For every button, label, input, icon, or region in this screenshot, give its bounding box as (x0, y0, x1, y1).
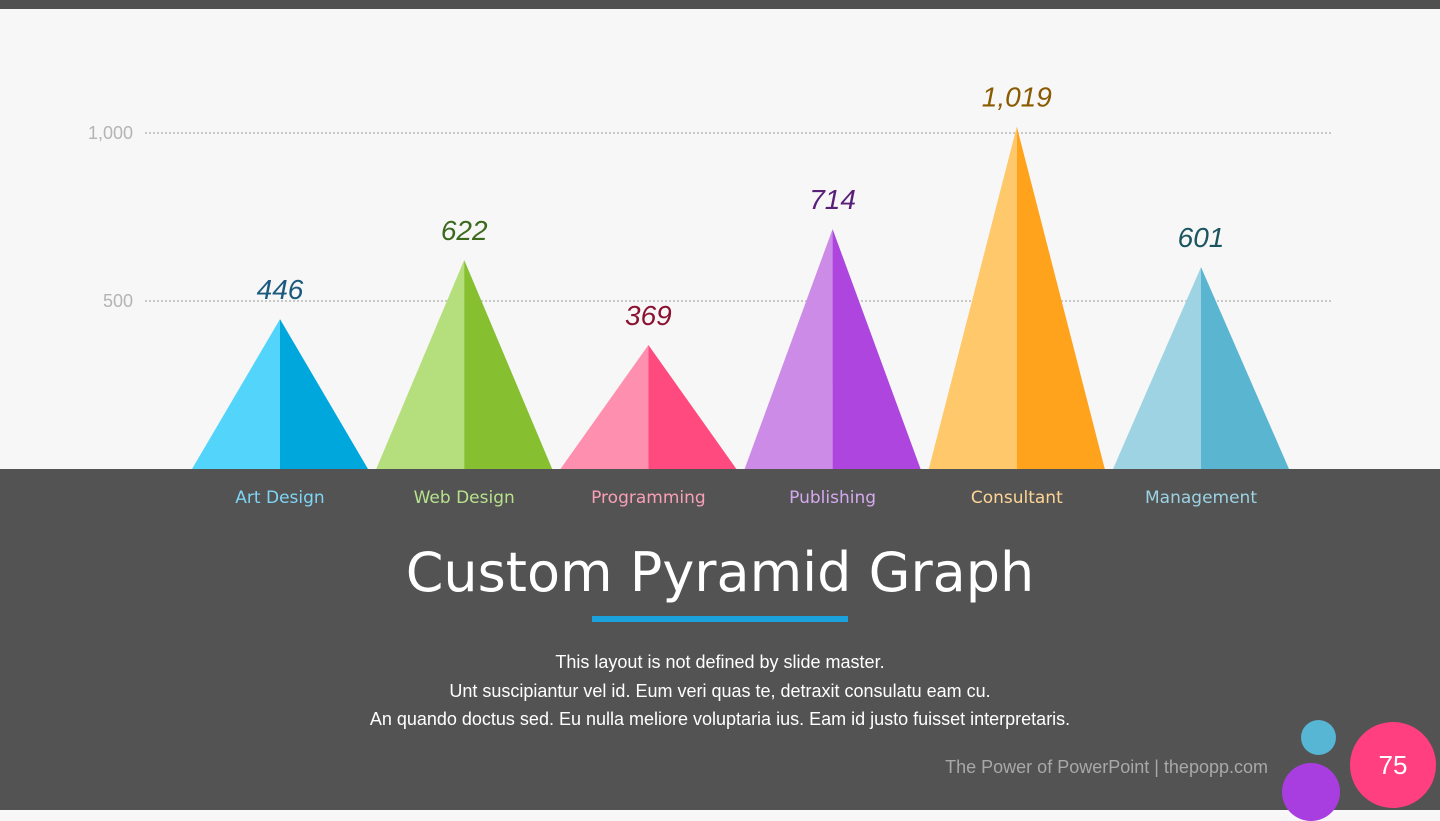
body-line: This layout is not defined by slide mast… (555, 652, 885, 672)
value-label: 601 (1178, 222, 1225, 253)
y-tick-label: 500 (103, 291, 133, 311)
value-label: 714 (809, 184, 856, 215)
body-line: Unt suscipiantur vel id. Eum veri quas t… (449, 680, 991, 701)
pyramid-right-face (1201, 267, 1289, 469)
value-label: 1,019 (982, 82, 1052, 113)
pyramid-right-face (648, 345, 737, 469)
pyramid-right-face (832, 229, 921, 469)
body-text: This layout is not defined by slide mast… (0, 648, 1440, 734)
slide-title: Custom Pyramid Graph (405, 541, 1035, 604)
category-label: Publishing (789, 488, 876, 508)
page-number: 75 (1378, 750, 1408, 780)
page-number-badge (1350, 722, 1436, 808)
pyramid-left-face (1113, 267, 1201, 469)
pyramid-right-face (1016, 126, 1105, 469)
value-label: 369 (625, 300, 672, 331)
title-underline (592, 616, 848, 622)
body-line: An quando doctus sed. Eu nulla meliore v… (369, 709, 1071, 729)
value-label: 622 (441, 215, 488, 246)
bottom-panel (0, 469, 1440, 810)
top-bar (0, 0, 1440, 9)
footer-text: The Power of PowerPoint | thepopp.com (945, 757, 1268, 777)
pyramid-right-face (464, 260, 553, 469)
pyramid-left-face (560, 345, 649, 469)
category-label: Consultant (971, 488, 1063, 508)
y-tick-label: 1,000 (88, 123, 133, 143)
pyramid-left-face (744, 229, 833, 469)
value-label: 446 (257, 274, 304, 305)
category-label: Management (1145, 488, 1257, 508)
category-label: Web Design (414, 488, 515, 508)
decor-dot-blue (1301, 720, 1336, 755)
category-label: Programming (591, 488, 706, 508)
pyramid-left-face (192, 319, 280, 469)
category-label: Art Design (235, 488, 324, 508)
pyramid-left-face (376, 260, 465, 469)
decor-dot-purple (1282, 763, 1340, 821)
pyramid-left-face (928, 126, 1017, 469)
pyramid-right-face (280, 319, 368, 469)
